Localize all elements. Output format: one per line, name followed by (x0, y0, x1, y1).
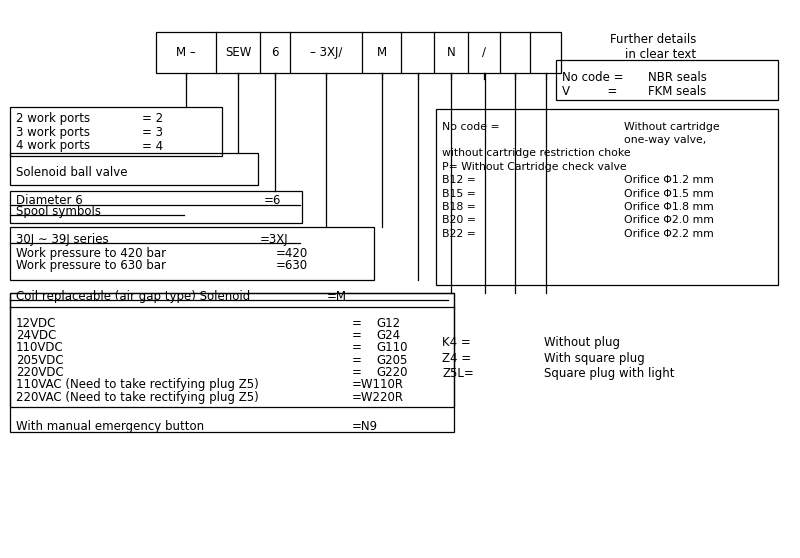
Text: =: = (352, 341, 362, 354)
Text: G24: G24 (376, 329, 400, 342)
Bar (156, 32, 561, 73)
Bar (10, 191, 302, 223)
Text: Work pressure to 420 bar: Work pressure to 420 bar (16, 247, 166, 259)
Text: G110: G110 (376, 341, 407, 354)
Text: Work pressure to 630 bar: Work pressure to 630 bar (16, 259, 166, 272)
Text: =: = (352, 366, 362, 379)
Bar (10, 293, 454, 432)
Text: =6: =6 (264, 194, 282, 207)
Text: 6: 6 (271, 46, 279, 59)
Text: N: N (447, 46, 455, 59)
Text: No code =: No code = (442, 122, 500, 132)
Text: B12 =: B12 = (442, 175, 476, 185)
Text: =: = (352, 329, 362, 342)
Text: Orifice Φ2.0 mm: Orifice Φ2.0 mm (624, 215, 714, 225)
Text: 4 work ports: 4 work ports (16, 140, 90, 152)
Text: FKM seals: FKM seals (648, 85, 706, 98)
Text: 3 work ports: 3 work ports (16, 126, 90, 138)
Text: =W110R: =W110R (352, 378, 404, 391)
Text: 12VDC: 12VDC (16, 317, 56, 330)
Text: V          =: V = (562, 85, 618, 98)
Text: With manual emergency button: With manual emergency button (16, 420, 204, 432)
Text: =M: =M (326, 290, 346, 303)
Text: Diameter 6: Diameter 6 (16, 194, 82, 207)
Text: =W220R: =W220R (352, 391, 404, 403)
Bar (10, 153, 258, 185)
Text: = 3: = 3 (142, 126, 163, 138)
Text: one-way valve,: one-way valve, (624, 135, 706, 145)
Text: NBR seals: NBR seals (648, 71, 707, 84)
Bar (10, 227, 374, 280)
Text: B15 =: B15 = (442, 189, 476, 199)
Text: Coil replaceable (air gap type) Solenoid: Coil replaceable (air gap type) Solenoid (16, 290, 250, 303)
Text: – 3XJ∕: – 3XJ∕ (310, 46, 342, 59)
Text: B20 =: B20 = (442, 215, 477, 225)
Text: P= Without Cartridge check valve: P= Without Cartridge check valve (442, 162, 627, 172)
Text: ∕: ∕ (482, 46, 486, 59)
Text: M –: M – (176, 46, 196, 59)
Text: G220: G220 (376, 366, 407, 379)
Text: without cartridge restriction choke: without cartridge restriction choke (442, 148, 631, 158)
Text: B22 =: B22 = (442, 229, 476, 239)
Text: Orifice Φ1.5 mm: Orifice Φ1.5 mm (624, 189, 714, 199)
Text: G12: G12 (376, 317, 400, 330)
Text: =: = (352, 354, 362, 367)
Text: =420: =420 (276, 247, 308, 259)
Text: = 2: = 2 (142, 112, 163, 124)
Text: 30J ∼ 39J series: 30J ∼ 39J series (16, 233, 109, 246)
Text: 24VDC: 24VDC (16, 329, 56, 342)
Text: =N9: =N9 (352, 420, 378, 432)
Text: Solenoid ball valve: Solenoid ball valve (16, 166, 127, 179)
Text: Orifice Φ2.2 mm: Orifice Φ2.2 mm (624, 229, 714, 239)
Text: With square plug: With square plug (544, 352, 645, 364)
Bar (556, 60, 778, 100)
Bar (436, 109, 778, 285)
Text: 110VAC (Need to take rectifying plug Z5): 110VAC (Need to take rectifying plug Z5) (16, 378, 258, 391)
Bar (10, 107, 222, 156)
Text: Spool symbols: Spool symbols (16, 205, 101, 218)
Bar (10, 293, 454, 407)
Text: =: = (352, 317, 362, 330)
Text: Square plug with light: Square plug with light (544, 367, 674, 380)
Text: = 4: = 4 (142, 140, 163, 152)
Text: Without plug: Without plug (544, 336, 620, 349)
Text: SEW: SEW (225, 46, 251, 59)
Text: Further details
in clear text: Further details in clear text (610, 33, 696, 61)
Text: G205: G205 (376, 354, 407, 367)
Text: 205VDC: 205VDC (16, 354, 64, 367)
Text: 2 work ports: 2 work ports (16, 112, 90, 124)
Text: Orifice Φ1.8 mm: Orifice Φ1.8 mm (624, 202, 714, 212)
Text: 110VDC: 110VDC (16, 341, 64, 354)
Text: K4 =: K4 = (442, 336, 471, 349)
Text: B18 =: B18 = (442, 202, 476, 212)
Text: Z5L=: Z5L= (442, 367, 474, 380)
Text: Z4 =: Z4 = (442, 352, 471, 364)
Text: =630: =630 (276, 259, 308, 272)
Text: =3XJ: =3XJ (260, 233, 289, 246)
Text: Orifice Φ1.2 mm: Orifice Φ1.2 mm (624, 175, 714, 185)
Text: No code =: No code = (562, 71, 624, 84)
Text: 220VAC (Need to take rectifying plug Z5): 220VAC (Need to take rectifying plug Z5) (16, 391, 258, 403)
Text: Without cartridge: Without cartridge (624, 122, 720, 132)
Text: 220VDC: 220VDC (16, 366, 64, 379)
Text: M: M (377, 46, 386, 59)
